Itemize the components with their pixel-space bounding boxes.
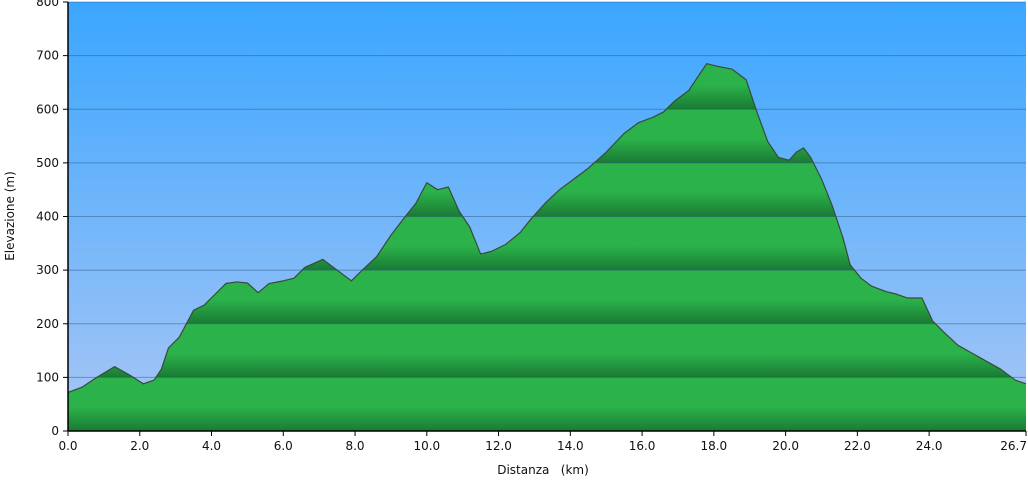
y-tick-label: 700 (36, 49, 59, 63)
y-tick-label: 500 (36, 156, 59, 170)
x-tick-label: 18.0 (700, 439, 727, 453)
x-tick-label: 10.0 (413, 439, 440, 453)
y-tick-label: 200 (36, 317, 59, 331)
y-tick-label: 600 (36, 102, 59, 116)
x-tick-label: 20.0 (772, 439, 799, 453)
x-tick-label: 22.0 (844, 439, 871, 453)
x-axis-title: Distanza (km) (497, 463, 589, 477)
x-tick-label: 26.7 (1000, 439, 1027, 453)
y-tick-label: 400 (36, 210, 59, 224)
area-layer (67, 63, 1027, 393)
x-tick-label: 0.0 (58, 439, 77, 453)
x-tick-label: 24.0 (916, 439, 943, 453)
x-tick-label: 8.0 (345, 439, 364, 453)
y-axis-ticks: 0 100 200 300 400 500 600 700 800 (36, 0, 68, 438)
grid-lines (68, 1, 1026, 378)
elevation-band (68, 377, 1026, 431)
y-tick-label: 100 (36, 370, 59, 384)
x-tick-label: 2.0 (130, 439, 149, 453)
elevation-band (68, 323, 1026, 378)
x-tick-label: 6.0 (274, 439, 293, 453)
x-tick-label: 16.0 (629, 439, 656, 453)
y-axis-title: Elevazione (m) (3, 171, 17, 261)
y-tick-label: 300 (36, 263, 59, 277)
x-tick-label: 14.0 (557, 439, 584, 453)
y-tick-label: 800 (36, 0, 59, 9)
x-tick-label: 4.0 (202, 439, 221, 453)
y-tick-label: 0 (51, 424, 59, 438)
elevation-line (67, 63, 1027, 393)
x-tick-label: 12.0 (485, 439, 512, 453)
x-axis-ticks: 0.0 2.0 4.0 6.0 8.0 10.0 12.0 14.0 16.0 18.0 20.0 2… (58, 431, 1027, 453)
